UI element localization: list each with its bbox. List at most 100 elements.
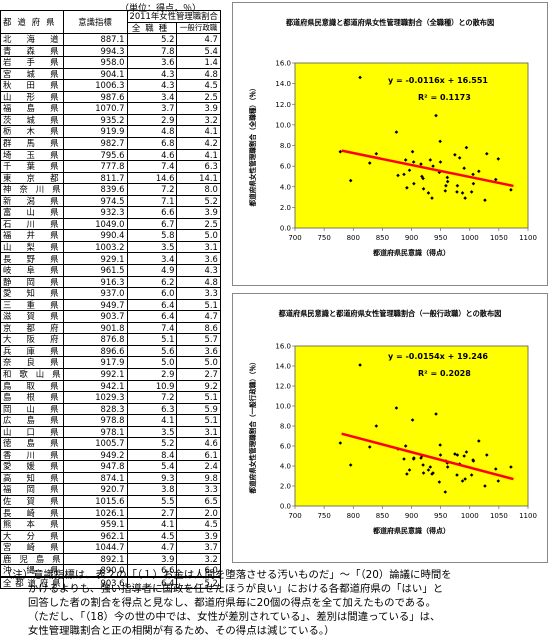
data-point (394, 130, 399, 134)
data-point (420, 174, 424, 179)
data-point (411, 160, 416, 164)
prefecture-name: 福井県 (0, 229, 64, 242)
data-point (509, 188, 513, 192)
awareness-score: 1049.0 (62, 217, 128, 231)
table-row: 富山県 932.3 6.6 3.9 (0, 206, 221, 219)
awareness-score: 942.1 (62, 379, 128, 393)
scatter-chart-general-admin: 都道府県民意識と都道府県女性管理職割合（一般行政職）との散布図 0.0 2.0 4.0… (232, 293, 548, 563)
ratio-general: 2.5 (176, 90, 221, 104)
data-point (358, 75, 362, 80)
awareness-score: 892.1 (62, 552, 128, 566)
awareness-score: 937.0 (62, 287, 128, 300)
ratio-all: 4.7 (126, 541, 178, 554)
prefecture-name: 大阪府 (0, 333, 64, 346)
ratio-all: 5.2 (126, 437, 178, 450)
prefecture-name: 香川県 (0, 448, 64, 462)
data-point (410, 149, 415, 154)
ratio-all: 3.5 (126, 425, 178, 439)
table-row: 栃木県 919.9 4.8 4.1 (0, 125, 221, 138)
prefecture-name: 兵庫県 (0, 344, 64, 358)
prefecture-name: 島根県 (0, 391, 64, 404)
y-tick-label: 12.0 (275, 383, 291, 391)
ratio-general: 9.2 (176, 379, 221, 393)
awareness-score: 987.6 (62, 90, 128, 104)
table-row: 岡山県 828.3 6.3 5.9 (0, 402, 221, 416)
ratio-general: 5.7 (176, 333, 221, 346)
table-row: 山口県 978.1 3.5 3.1 (0, 425, 221, 439)
awareness-score: 947.8 (62, 460, 128, 473)
awareness-score: 932.3 (62, 206, 128, 219)
ratio-all: 14.6 (126, 171, 178, 185)
y-axis-label: 都道府県女性管理職割合（一般行政職）（％） (248, 358, 257, 494)
y-tick-label: 16.0 (275, 343, 291, 351)
data-point (460, 479, 465, 483)
x-tick-label: 750 (317, 512, 330, 520)
prefecture-name: 福岡県 (0, 483, 64, 496)
total-general: 5.2 (176, 576, 221, 590)
awareness-score: 1070.7 (62, 102, 128, 115)
ratio-all: 6.3 (126, 402, 178, 416)
ratio-general: 5.0 (176, 229, 221, 242)
table-row: 石川県 1049.0 6.7 2.5 (0, 217, 221, 231)
ratio-all: 5.5 (126, 494, 178, 508)
ratio-general: 9.8 (176, 471, 221, 485)
data-point (437, 480, 442, 484)
prefecture-name: 滋賀県 (0, 310, 64, 323)
regression-equation: y = -0.0116x + 16.551 (388, 76, 488, 85)
x-tick-label: 700 (288, 512, 301, 520)
y-tick-label: 8.0 (280, 142, 291, 150)
awareness-score: 839.6 (62, 183, 128, 196)
table-row: 愛媛県 947.8 5.4 2.4 (0, 460, 221, 473)
ratio-all: 3.6 (126, 56, 178, 69)
data-point (483, 198, 487, 202)
awareness-score: 874.1 (62, 471, 128, 485)
y-tick-label: 6.0 (280, 443, 291, 451)
awareness-score: 990.4 (62, 229, 128, 242)
data-point (469, 473, 474, 477)
chart-title: 都道府県民意識と都道府県女性管理職割合（全職種）との散布図 (285, 18, 494, 27)
prefecture-name: 福島県 (0, 102, 64, 115)
total-score: 903.6 (62, 576, 128, 590)
awareness-score: 1003.2 (62, 240, 128, 254)
x-tick-label: 850 (376, 512, 389, 520)
table-row: 広島県 978.8 4.1 5.1 (0, 414, 221, 427)
awareness-score: 904.1 (62, 67, 128, 81)
ratio-all: 3.4 (126, 252, 178, 266)
prefecture-name: 新潟県 (0, 194, 64, 208)
prefecture-name: 千葉県 (0, 160, 64, 173)
ratio-general: 4.7 (176, 33, 221, 46)
ratio-all: 2.9 (126, 113, 178, 127)
awareness-score: 811.7 (62, 171, 128, 185)
table-row: 宮城県 904.1 4.3 4.8 (0, 67, 221, 81)
ratio-all: 4.1 (126, 414, 178, 427)
data-point (453, 152, 457, 157)
ratio-all: 7.2 (126, 183, 178, 196)
prefecture-name: 山形県 (0, 90, 64, 104)
data-point (428, 465, 433, 469)
table-row: 香川県 949.2 8.4 6.1 (0, 448, 221, 462)
footnote-line: （ただし、「（18）今の世の中では、女性が差別されている」、差別は間違っている」… (28, 611, 441, 623)
table-row: 岩手県 958.0 3.6 1.4 (0, 56, 221, 69)
ratio-general: 3.2 (176, 113, 221, 127)
data-point (445, 179, 450, 184)
ratio-all: 3.4 (126, 90, 178, 104)
prefecture-name: 三重県 (0, 298, 64, 312)
ratio-general: 5.1 (176, 298, 221, 312)
awareness-score: 795.6 (62, 148, 128, 162)
ratio-general: 2.7 (176, 367, 221, 381)
data-point (463, 196, 467, 200)
awareness-score: 876.8 (62, 333, 128, 346)
ratio-general: 3.9 (176, 529, 221, 543)
prefecture-name: 静岡県 (0, 275, 64, 289)
ratio-all: 4.3 (126, 67, 178, 81)
awareness-score: 935.2 (62, 113, 128, 127)
prefecture-name: 東京都 (0, 171, 64, 185)
data-point (462, 166, 466, 170)
awareness-score: 959.1 (62, 518, 128, 531)
y-tick-label: 0.0 (280, 503, 291, 511)
data-point (407, 168, 412, 173)
data-point (445, 175, 450, 180)
data-point (402, 457, 406, 461)
ratio-all: 5.4 (126, 460, 178, 473)
table-row: 北海道 887.1 5.2 4.7 (0, 33, 221, 46)
